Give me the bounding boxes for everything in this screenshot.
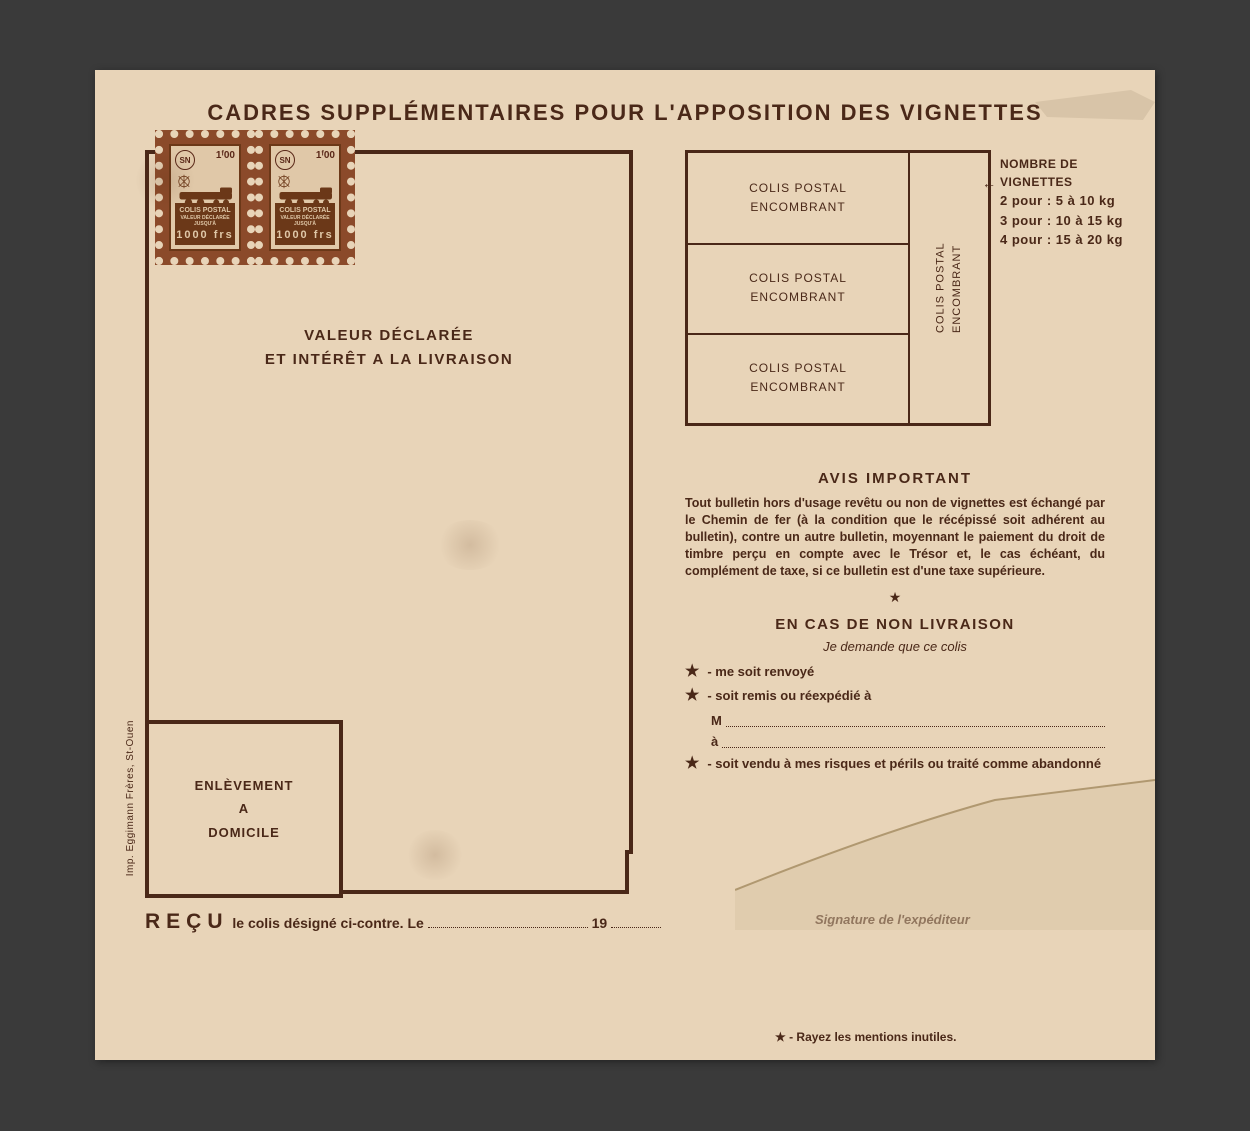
valeur-declaree-label: VALEUR DÉCLARÉE ET INTÉRÊT A LA LIVRAISO… — [149, 324, 629, 372]
stamp-colis: COLIS POSTAL — [275, 206, 335, 215]
option-reexpedie: ★ - soit remis ou réexpédié à — [685, 688, 1105, 704]
document-paper: CADRES SUPPLÉMENTAIRES POUR L'APPOSITION… — [95, 70, 1155, 1060]
vd-line1: VALEUR DÉCLARÉE — [304, 327, 474, 344]
vd-line2: ET INTÉRÊT A LA LIVRAISON — [265, 351, 513, 368]
paper-fold — [735, 770, 1155, 930]
field-a-label: à — [711, 734, 722, 749]
postage-stamp-1: SN 1ᶠ00 COLI — [155, 130, 255, 265]
stamp-inner: SN 1ᶠ00 COLI — [269, 144, 341, 251]
stamp-mid: VALEUR DÉCLARÉE JUSQU'À — [275, 215, 335, 228]
opt-text: - me soit renvoyé — [707, 664, 814, 679]
recu-date-blank — [428, 915, 588, 928]
frame-bottom-border — [335, 890, 629, 894]
page-title: CADRES SUPPLÉMENTAIRES POUR L'APPOSITION… — [95, 100, 1155, 126]
recu-label: REÇU — [145, 910, 229, 933]
nv-title: NOMBRE DE VIGNETTES — [1000, 155, 1123, 191]
opt-text: - soit remis ou réexpédié à — [707, 688, 871, 703]
recu-line: REÇU le colis désigné ci-contre. Le 19 — [145, 910, 661, 934]
option-renvoye: ★ - me soit renvoyé — [685, 664, 1105, 680]
nv-row-3: 4 pour : 15 à 20 kg — [1000, 230, 1123, 250]
non-livraison-sub: Je demande que ce colis — [685, 639, 1105, 654]
stamp-value: 1ᶠ00 — [216, 150, 235, 170]
grid-cell-3: COLIS POSTAL ENCOMBRANT — [688, 333, 910, 423]
stamp-colis: COLIS POSTAL — [175, 206, 235, 215]
printer-imprint: Imp. Eggimann Frères, St-Ouen — [125, 720, 136, 876]
nv-row-1: 2 pour : 5 à 10 kg — [1000, 191, 1123, 211]
recu-text: le colis désigné ci-contre. Le — [232, 915, 423, 931]
stamp-top: SN 1ᶠ00 — [275, 150, 335, 170]
stamp-label: COLIS POSTAL VALEUR DÉCLARÉE JUSQU'À 100… — [175, 203, 235, 245]
arrow-icon: ← — [982, 173, 996, 194]
star-icon: ★ — [685, 664, 699, 680]
avis-body: Tout bulletin hors d'usage revêtu ou non… — [685, 495, 1105, 579]
field-a: à — [713, 733, 1105, 748]
grid-side-cell: COLIS POSTAL ENCOMBRANT — [910, 153, 988, 423]
option-vendu: ★ - soit vendu à mes risques et périls o… — [685, 756, 1105, 772]
cell-text: COLIS POSTAL ENCOMBRANT — [749, 181, 847, 214]
footnote: ★ - Rayez les mentions inutiles. — [775, 1030, 956, 1044]
field-m: M — [713, 712, 1105, 727]
stamp-frs: 1000 frs — [175, 228, 235, 242]
stamp-inner: SN 1ᶠ00 COLI — [169, 144, 241, 251]
cell-text: COLIS POSTAL ENCOMBRANT — [749, 361, 847, 394]
avis-section: AVIS IMPORTANT Tout bulletin hors d'usag… — [685, 470, 1105, 780]
grid-cell-1: COLIS POSTAL ENCOMBRANT — [688, 153, 910, 245]
star-icon: ★ — [685, 688, 699, 704]
cell-text: COLIS POSTAL ENCOMBRANT — [749, 271, 847, 304]
enlev-3: DOMICILE — [208, 825, 280, 840]
grid-cell-2: COLIS POSTAL ENCOMBRANT — [688, 243, 910, 335]
enlevement-box: ENLÈVEMENT A DOMICILE — [145, 720, 343, 898]
vignettes-count-block: ← NOMBRE DE VIGNETTES 2 pour : 5 à 10 kg… — [1000, 155, 1123, 250]
postage-stamp-2: SN 1ᶠ00 COLI — [255, 130, 355, 265]
frame-right-lower — [625, 850, 629, 894]
field-m-label: M — [711, 713, 726, 728]
enlev-1: ENLÈVEMENT — [195, 778, 294, 793]
stamp-sn-logo: SN — [275, 150, 295, 170]
side-text: COLIS POSTAL ENCOMBRANT — [933, 243, 966, 334]
signature-label: Signature de l'expéditeur — [815, 912, 970, 927]
stamp-frs: 1000 frs — [275, 228, 335, 242]
avis-heading: AVIS IMPORTANT — [685, 470, 1105, 487]
stamp-value: 1ᶠ00 — [316, 150, 335, 170]
opt-text: - soit vendu à mes risques et périls ou … — [707, 756, 1101, 771]
star-icon: ★ — [685, 756, 699, 772]
recu-year: 19 — [592, 915, 608, 931]
divider-star-icon: ★ — [685, 589, 1105, 606]
stamp-label: COLIS POSTAL VALEUR DÉCLARÉE JUSQU'À 100… — [275, 203, 335, 245]
recu-year-blank — [611, 915, 661, 928]
non-livraison-heading: EN CAS DE NON LIVRAISON — [685, 616, 1105, 633]
enlev-2: A — [239, 801, 249, 816]
nv-row-2: 3 pour : 10 à 15 kg — [1000, 211, 1123, 231]
stamp-mid: VALEUR DÉCLARÉE JUSQU'À — [175, 215, 235, 228]
stamp-top: SN 1ᶠ00 — [175, 150, 235, 170]
colis-encombrant-grid: COLIS POSTAL ENCOMBRANT COLIS POSTAL ENC… — [685, 150, 991, 426]
stamp-sn-logo: SN — [175, 150, 195, 170]
